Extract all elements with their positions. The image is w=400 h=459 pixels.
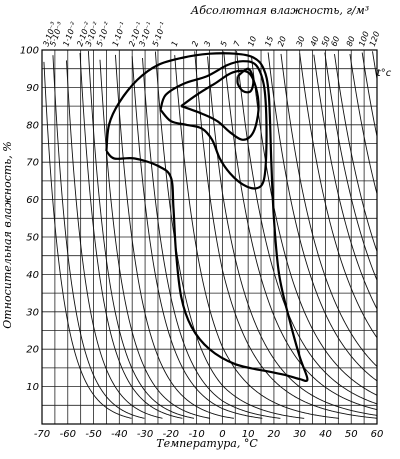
absolute-humidity-curve (349, 53, 378, 195)
y-tick-label: 60 (26, 195, 39, 206)
absolute-humidity-tick-label: 2 (190, 40, 200, 48)
absolute-humidity-curve (52, 55, 145, 419)
y-tick-label: 10 (26, 382, 39, 393)
absolute-humidity-tick-label: 20 (276, 35, 288, 48)
absolute-humidity-curve (267, 52, 378, 382)
x-tick-label: -50 (85, 429, 101, 440)
y-tick-label: 80 (26, 120, 39, 131)
absolute-humidity-tick-label: 7 (232, 39, 243, 48)
absolute-humidity-tick-label: 10 (246, 35, 258, 48)
absolute-humidity-curve (142, 57, 281, 419)
absolute-humidity-curve (280, 53, 378, 367)
absolute-humidity-curve (114, 54, 235, 419)
absolute-humidity-curve (99, 59, 211, 419)
climate-contour-2 (159, 60, 268, 190)
x-tick-label: 0 (219, 429, 225, 440)
y-axis-label: Относительная влажность, % (1, 141, 14, 328)
y-tick-label: 40 (26, 270, 39, 281)
absolute-humidity-curve (43, 61, 132, 419)
x-tick-label: 30 (293, 429, 306, 440)
absolute-humidity-curve (236, 50, 378, 405)
absolute-humidity-tick-label: 80 (345, 35, 357, 48)
absolute-humidity-tick-label: 50 (320, 35, 332, 48)
absolute-humidity-curve (131, 56, 263, 419)
x-tick-label: -30 (137, 429, 153, 440)
absolute-humidity-curve (154, 51, 305, 419)
y-tick-label: 50 (26, 233, 39, 244)
absolute-humidity-tick-label: 1 (170, 40, 180, 48)
x-tick-label: 60 (371, 429, 384, 440)
y-tick-label: 100 (20, 46, 39, 57)
absolute-humidity-tick-label: 15 (263, 35, 275, 48)
chart-title: Абсолютная влажность, г/м³ (190, 4, 369, 17)
corner-label: t°c (377, 68, 392, 79)
x-tick-label: -20 (163, 429, 179, 440)
x-tick-label: -70 (34, 429, 50, 440)
absolute-humidity-curve (174, 55, 340, 419)
x-tick-label: 50 (345, 429, 358, 440)
plot-frame (41, 49, 378, 425)
x-axis-label: Температура, °C (156, 437, 258, 450)
x-tick-label: 20 (268, 429, 281, 440)
absolute-humidity-tick-label: 30 (295, 35, 307, 48)
climate-contour-4 (236, 67, 255, 94)
absolute-humidity-curve (324, 52, 378, 281)
x-tick-label: 10 (242, 429, 255, 440)
absolute-humidity-curve (361, 52, 378, 137)
y-tick-label: 70 (26, 158, 39, 169)
x-tick-label: -60 (60, 429, 76, 440)
absolute-humidity-curve (87, 50, 195, 419)
x-tick-label: -10 (188, 429, 204, 440)
absolute-humidity-curve (299, 53, 378, 338)
contour-layer (105, 52, 309, 383)
y-tick-label: 90 (26, 83, 39, 94)
absolute-humidity-tick-label: 5 (219, 40, 229, 48)
absolute-humidity-curve (223, 51, 378, 411)
climate-contour-3 (180, 69, 260, 141)
absolute-humidity-tick-label: 1·10⁻¹ (111, 21, 128, 48)
absolute-humidity-tick-label: 40 (309, 35, 321, 48)
x-tick-label: -40 (111, 429, 127, 440)
x-tick-label: 40 (319, 429, 332, 440)
y-tick-label: 30 (26, 307, 39, 318)
absolute-humidity-tick-label: 3 (203, 40, 213, 48)
absolute-humidity-tick-label: 60 (329, 35, 341, 48)
absolute-humidity-curve (207, 56, 378, 416)
climate-contour-1 (105, 52, 309, 383)
absolute-humidity-curve (313, 54, 378, 310)
y-tick-label: 20 (26, 345, 39, 356)
absolute-humidity-curve (66, 60, 163, 419)
absolute-humidity-curve (372, 51, 378, 79)
absolute-humidity-curve (334, 53, 378, 252)
absolute-humidity-tick-label: 120 (368, 30, 382, 47)
absolute-humidity-curve (79, 52, 183, 419)
absolute-humidity-curve (194, 51, 378, 419)
